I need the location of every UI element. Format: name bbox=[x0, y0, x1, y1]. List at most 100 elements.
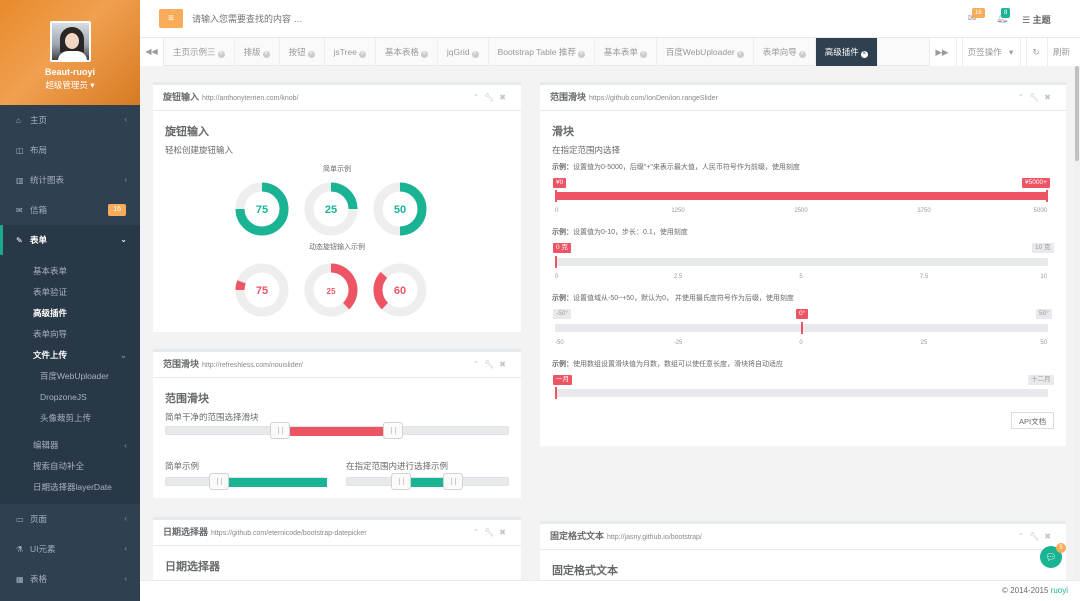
chevron-up-icon: ⌃ bbox=[1017, 532, 1030, 541]
flask-icon: ⚗ bbox=[16, 545, 24, 554]
panel-tools[interactable]: ⌃🔧︎✖ bbox=[472, 520, 511, 545]
example4-handle[interactable] bbox=[555, 387, 557, 399]
user-role-dropdown[interactable]: 超级管理员 ▾ bbox=[45, 80, 95, 90]
wrench-icon: 🔧︎ bbox=[484, 528, 500, 537]
example1-handle-from[interactable] bbox=[555, 190, 557, 202]
tab-close-icon[interactable]: × bbox=[577, 51, 585, 58]
ionslider-desc: 在指定范围内选择 bbox=[552, 145, 621, 155]
limited-slider-handle-lower[interactable] bbox=[391, 473, 411, 490]
submenu-item[interactable]: 日期选择器layerDate bbox=[33, 482, 112, 492]
tab-item[interactable]: 基本表单 × bbox=[595, 38, 657, 66]
scrollbar-thumb[interactable] bbox=[1075, 66, 1079, 161]
knob-arc[interactable] bbox=[235, 182, 289, 236]
range-slider-handle-lower[interactable] bbox=[270, 422, 290, 439]
tab-operations: ▶▶ 页签操作 ▾ ↻ 刷新 bbox=[929, 38, 1080, 66]
sidebar-item-envelope[interactable]: ✉ 信箱 16 bbox=[0, 195, 140, 225]
knob-arc[interactable] bbox=[330, 182, 358, 210]
tab-close-icon[interactable]: × bbox=[217, 51, 225, 58]
upload-submenu-item[interactable]: DropzoneJS bbox=[40, 392, 87, 402]
tab-close-icon[interactable]: × bbox=[639, 51, 647, 58]
upload-submenu-item[interactable]: 百度WebUploader bbox=[40, 371, 109, 381]
bell-icon[interactable]: 🔔︎ bbox=[996, 13, 1009, 24]
tab-close-icon[interactable]: × bbox=[307, 51, 315, 58]
example1-slider-track[interactable] bbox=[555, 192, 1048, 200]
search-input[interactable] bbox=[192, 10, 592, 28]
tab-item[interactable]: 表单向导 × bbox=[754, 38, 816, 66]
panel-tools[interactable]: ⌃🔧︎✖ bbox=[1017, 524, 1056, 549]
sidebar-item-edit[interactable]: ✎ 表单 ⌄ bbox=[0, 225, 140, 255]
submenu-item[interactable]: 搜索自动补全 bbox=[33, 461, 85, 471]
sidebar-item-label: 布局 bbox=[30, 145, 48, 155]
sidebar-item-columns[interactable]: ◫ 布局 bbox=[0, 135, 140, 165]
edit-icon: ✎ bbox=[16, 236, 23, 245]
sidebar-item-flask[interactable]: ⚗ UI元素 ‹ bbox=[0, 534, 140, 564]
range-slider-handle-upper[interactable] bbox=[383, 422, 403, 439]
tab-item[interactable]: jqGrid × bbox=[438, 38, 489, 66]
submenu-item[interactable]: 高级插件 bbox=[33, 308, 68, 318]
tab-close-icon[interactable]: × bbox=[736, 51, 744, 58]
tab-item[interactable]: 排版 × bbox=[235, 38, 280, 66]
mail-count-badge: 16 bbox=[972, 8, 985, 18]
example2-slider-track[interactable] bbox=[555, 258, 1048, 266]
panel-tools[interactable]: ⌃🔧︎✖ bbox=[1017, 85, 1056, 110]
sidebar-item-picture[interactable]: ▣相册‹ bbox=[0, 594, 140, 601]
sidebar-item-home[interactable]: ⌂ 主页 ‹ bbox=[0, 105, 140, 135]
tabs-next-button[interactable]: ▶▶ bbox=[929, 38, 953, 66]
brand-link[interactable]: ruoyi bbox=[1050, 586, 1068, 595]
tab-close-icon[interactable]: × bbox=[358, 51, 366, 58]
tab-close-icon[interactable]: × bbox=[798, 51, 806, 58]
example4-slider-track[interactable] bbox=[555, 389, 1048, 397]
example4-desc: 示例：使用数组设置滑块值为月数，数组可以使任意长度，滑块将自动适应 bbox=[552, 361, 783, 368]
tab-close-icon[interactable]: × bbox=[420, 51, 428, 58]
tab-item[interactable]: 主页示例三 × bbox=[164, 38, 235, 66]
tabs-prev-button[interactable]: ◀◀ bbox=[140, 38, 164, 66]
sidebar-item-desktop[interactable]: ▭ 页面 ‹ bbox=[0, 504, 140, 534]
example2-ticks: 0 2.5 5 7.5 10 bbox=[552, 274, 1050, 284]
avatar[interactable] bbox=[49, 21, 91, 62]
submenu-item[interactable]: 表单向导 bbox=[33, 329, 68, 339]
example4-max-label: 十二月 bbox=[1028, 375, 1054, 385]
tab-close-icon[interactable]: × bbox=[262, 51, 270, 58]
knob-arc[interactable] bbox=[235, 280, 246, 291]
tab-close-icon[interactable]: × bbox=[860, 51, 868, 58]
chevron-up-icon: ⌃ bbox=[472, 528, 485, 537]
knob-arc[interactable] bbox=[330, 263, 358, 310]
submenu-item[interactable]: 编辑器 ‹ bbox=[0, 435, 140, 456]
envelope-icon[interactable]: ✉ bbox=[968, 13, 977, 24]
datepicker-panel: 日期选择器 https://github.com/eternicode/boots… bbox=[153, 517, 521, 587]
tab-item[interactable]: 百度WebUploader × bbox=[657, 38, 754, 66]
tab-item[interactable]: 按钮 × bbox=[280, 38, 325, 66]
chevron-up-icon: ⌃ bbox=[472, 360, 485, 369]
tab-item[interactable]: jsTree × bbox=[325, 38, 376, 66]
mail-badge: 16 bbox=[108, 204, 126, 216]
chevron-left-icon: ‹ bbox=[124, 175, 127, 184]
page-scrollbar[interactable] bbox=[1074, 66, 1080, 581]
knob-dials[interactable]: 75 25 50 75 25 60 bbox=[153, 111, 521, 332]
tab-item[interactable]: 基本表格 × bbox=[376, 38, 438, 66]
tab-operations-dropdown[interactable]: 页签操作 ▾ bbox=[955, 38, 1019, 66]
refresh-button[interactable]: ↻ 刷新 bbox=[1020, 38, 1080, 66]
simple-slider-handle[interactable] bbox=[209, 473, 229, 490]
submenu-item[interactable]: 基本表单 bbox=[33, 266, 68, 276]
tab-item[interactable]: 高级插件 × bbox=[815, 38, 878, 66]
example1-handle-to[interactable] bbox=[1046, 190, 1048, 202]
tab-item[interactable]: Bootstrap Table 推荐 × bbox=[489, 38, 595, 66]
knob-arc[interactable] bbox=[373, 271, 389, 310]
sidebar-item-table[interactable]: ▦ 表格 ‹ bbox=[0, 564, 140, 594]
ionslider-panel: 范围滑块 https://github.com/IonDen/ion.rangeS… bbox=[540, 82, 1066, 446]
example3-handle[interactable] bbox=[801, 322, 803, 334]
sidebar-item-upload[interactable]: 文件上传 ⌄ bbox=[0, 345, 140, 366]
knob-arc[interactable] bbox=[399, 182, 427, 236]
menu-toggle-button[interactable]: ≡ bbox=[159, 9, 183, 28]
example2-handle[interactable] bbox=[555, 256, 557, 268]
sidebar-item-bar-chart[interactable]: ▥ 统计图表 ‹ bbox=[0, 165, 140, 195]
submenu-item[interactable]: 表单验证 bbox=[33, 287, 68, 297]
limited-slider-handle-upper[interactable] bbox=[443, 473, 463, 490]
panel-tools[interactable]: ⌃🔧︎✖ bbox=[472, 85, 511, 110]
api-docs-button[interactable]: API文档 bbox=[1011, 412, 1055, 429]
example3-desc: 示例：设置值域从-50~+50，默认为0， 并使用摄氏度符号作为后缀，使用刻度 bbox=[552, 295, 794, 302]
panel-tools[interactable]: ⌃🔧︎✖ bbox=[472, 352, 511, 377]
tab-close-icon[interactable]: × bbox=[471, 51, 479, 58]
theme-button[interactable]: ☰ 主题 bbox=[1022, 15, 1051, 25]
upload-submenu-item[interactable]: 头像裁剪上传 bbox=[40, 413, 92, 423]
